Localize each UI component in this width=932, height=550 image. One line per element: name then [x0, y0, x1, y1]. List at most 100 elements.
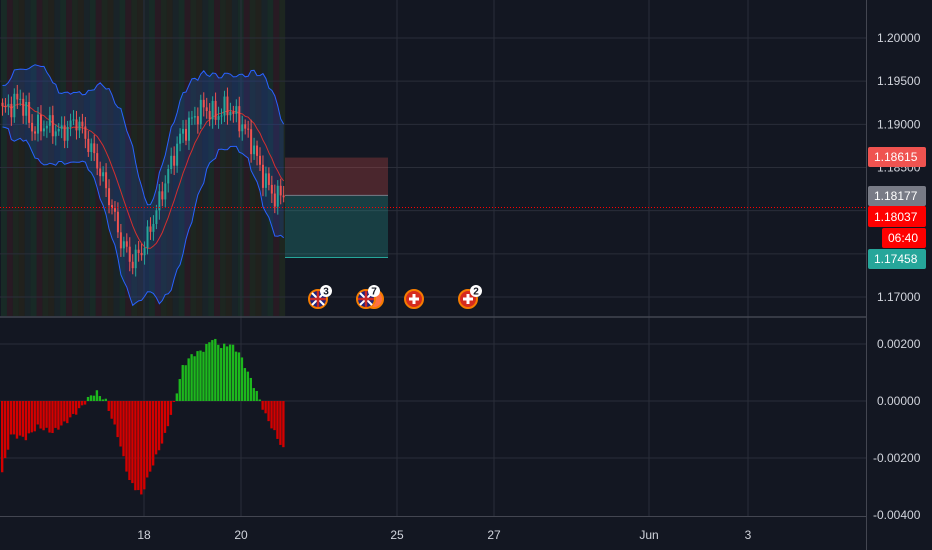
candle — [282, 185, 285, 203]
histogram-bar — [243, 368, 247, 401]
oscillator-pane[interactable] — [1, 338, 285, 495]
candle — [75, 110, 78, 140]
candle — [131, 254, 134, 275]
countdown-tag: 06:40 — [882, 228, 926, 248]
candlestick-series — [1, 84, 285, 277]
candle — [81, 113, 84, 134]
price-tag-target-label: 1.17458 — [874, 252, 918, 266]
candle — [128, 237, 131, 272]
candle — [241, 115, 244, 141]
histogram-bar — [261, 401, 264, 410]
stop-loss-zone[interactable] — [285, 157, 388, 196]
candle — [279, 178, 282, 205]
candle — [214, 92, 217, 125]
time-axis[interactable]: 18 20 25 27 Jun 3 — [137, 528, 751, 542]
candle — [264, 166, 267, 197]
candle — [48, 106, 51, 133]
candle — [202, 92, 205, 117]
bollinger-band-lines — [2, 64, 285, 307]
candle — [140, 243, 143, 261]
candle — [137, 240, 140, 262]
histogram-bar — [270, 401, 273, 429]
candle — [190, 110, 193, 126]
candle — [102, 166, 105, 182]
histogram-bar — [267, 401, 270, 422]
candle — [99, 161, 102, 186]
histogram-bar — [202, 351, 205, 401]
candle — [208, 103, 211, 127]
time-axis-tick: 27 — [487, 528, 501, 542]
economic-event-marker[interactable] — [404, 289, 424, 309]
histogram-bar — [9, 401, 13, 435]
histogram-bar — [1, 401, 4, 473]
histogram-bar — [234, 351, 238, 401]
histogram-bar — [107, 401, 110, 411]
histogram-bar — [166, 401, 170, 427]
histogram-bar — [54, 401, 57, 428]
ch-flag-icon — [404, 289, 424, 309]
oscillator-axis-tick: 0.00000 — [877, 394, 921, 408]
histogram-bar — [128, 401, 131, 481]
histogram-bar — [60, 401, 63, 426]
candle — [51, 105, 54, 144]
oscillator-axis[interactable]: 0.00200 0.00000 -0.00200 -0.00400 — [873, 337, 921, 522]
price-tag-stop-label: 1.18615 — [874, 150, 918, 164]
histogram-bar — [110, 401, 113, 419]
candle — [105, 163, 108, 198]
candle — [42, 120, 45, 137]
oscillator-histogram — [1, 338, 285, 495]
economic-event-marker[interactable]: 7 — [356, 285, 384, 309]
candle — [125, 233, 128, 253]
short-position-tool[interactable] — [285, 157, 388, 258]
histogram-bar — [214, 338, 217, 401]
candle — [13, 88, 16, 123]
candle — [217, 106, 220, 129]
price-tag-entry: 1.18177 — [868, 186, 926, 206]
economic-event-marker[interactable]: 2 — [458, 285, 482, 309]
chart-grid — [0, 0, 866, 516]
candle — [176, 136, 179, 173]
candle — [164, 175, 167, 208]
histogram-bar — [48, 401, 51, 433]
candle — [37, 107, 39, 142]
histogram-bar — [42, 401, 45, 431]
histogram-bar — [51, 401, 54, 434]
candle — [259, 147, 261, 171]
price-axis-tick: 1.20000 — [877, 31, 921, 45]
candle — [122, 236, 125, 257]
histogram-bar — [75, 401, 78, 415]
economic-event-marker[interactable]: 3 — [308, 285, 332, 309]
take-profit-zone[interactable] — [285, 195, 388, 258]
histogram-bar — [231, 344, 235, 401]
candle — [143, 241, 146, 265]
histogram-bar — [258, 399, 261, 401]
event-count-badge — [368, 285, 380, 297]
candle — [152, 215, 155, 241]
candle — [34, 126, 37, 141]
candle — [273, 184, 276, 214]
histogram-bar — [131, 401, 134, 484]
economic-event-markers[interactable]: 3 7 2 — [308, 285, 482, 309]
candle — [244, 119, 247, 135]
candle — [270, 175, 273, 204]
candle — [72, 110, 75, 126]
candle — [16, 84, 19, 109]
candle — [7, 94, 10, 116]
candle — [93, 134, 96, 162]
histogram-bar — [92, 395, 96, 401]
histogram-bar — [72, 401, 75, 414]
candle — [256, 140, 259, 166]
candle — [54, 124, 57, 146]
price-pane[interactable] — [0, 64, 866, 307]
candle — [10, 96, 13, 126]
histogram-bar — [12, 401, 16, 435]
histogram-bar — [80, 401, 84, 406]
histogram-bar — [116, 401, 119, 438]
histogram-bar — [264, 401, 267, 414]
candle — [247, 120, 250, 138]
candle — [4, 98, 7, 113]
histogram-bar — [217, 344, 220, 401]
candle — [28, 92, 31, 129]
candle — [167, 164, 170, 193]
